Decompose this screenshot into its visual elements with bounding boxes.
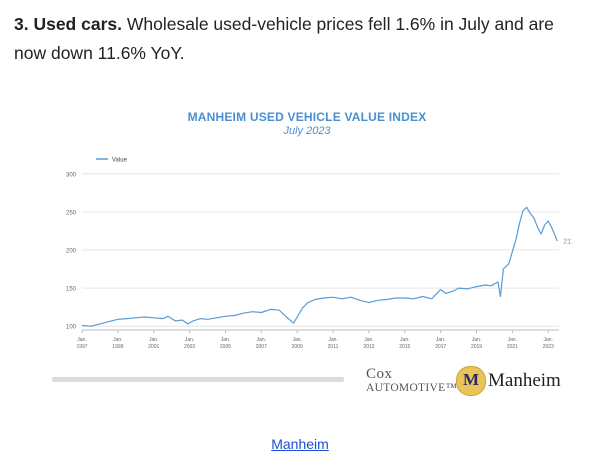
x-tick-label-year: 2015 [399,344,410,350]
cox-logo-line2: AUTOMOTIVE™ [366,382,458,394]
x-tick-label-year: 2011 [328,344,339,350]
x-tick-label-month: Jan. [185,337,194,343]
manheim-wordmark: Manheim [488,370,561,391]
y-tick-label: 100 [66,325,77,331]
chart-title: MANHEIM USED VEHICLE VALUE INDEX [187,110,427,124]
source-link[interactable]: Manheim [271,436,329,452]
chart-card: 100 150 200 250 300 Jan. 1997 Jan. 1999 Jan. 2001 J… [42,100,572,360]
cox-logo-line1: Cox [366,366,393,382]
x-tick-label-month: Jan. [221,337,230,343]
horizontal-scrollbar[interactable] [52,377,344,382]
x-tick-label-year: 1999 [112,344,123,350]
intro-paragraph: 3. Used cars. Wholesale used-vehicle pri… [14,10,589,68]
x-tick-label-year: 2009 [292,344,303,350]
x-tick-label-month: Jan. [400,337,409,343]
y-tick-label: 150 [66,287,77,293]
x-tick-label-year: 2021 [507,344,518,350]
x-tick-label-year: 2005 [220,344,231,350]
x-tick-label-year: 2019 [471,344,482,350]
manheim-badge-letter: M [462,370,480,389]
y-tick-label: 300 [66,172,77,178]
x-tick-label-month: Jan. [508,337,517,343]
cox-automotive-logo: Cox AUTOMOTIVE™ [366,366,457,400]
x-tick-label-month: Jan. [113,337,122,343]
x-tick-label-year: 2017 [435,344,446,350]
last-value-label: 211.7 [563,239,572,246]
x-tick-label-year: 2013 [363,344,374,350]
y-tick-label: 200 [66,249,77,255]
x-tick-label-month: Jan. [364,337,373,343]
x-tick-label-month: Jan. [149,337,158,343]
x-tick-label-month: Jan. [328,337,337,343]
x-tick-label-year: 2007 [256,344,267,350]
manheim-logo: M Manheim [456,366,568,398]
x-tick-label-month: Jan. [257,337,266,343]
x-tick-label-year: 2023 [543,344,554,350]
intro-body: Wholesale used-vehicle prices fell 1.6% … [14,14,554,63]
manheim-badge-icon: M [456,366,486,396]
x-tick-label-month: Jan. [292,337,301,343]
source-link-container: Manheim [0,436,600,454]
line-chart: 100150200250300Jan.1997Jan.1999Jan.2001J… [66,158,572,351]
x-tick-label-year: 1997 [76,344,87,350]
x-tick-label-year: 2001 [148,344,159,350]
x-tick-label-year: 2003 [184,344,195,350]
x-tick-label-month: Jan. [77,337,86,343]
x-tick-label-month: Jan. [472,337,481,343]
chart-subtitle: July 2023 [283,125,331,137]
legend-label: Value [112,158,128,164]
x-tick-label-month: Jan. [436,337,445,343]
x-tick-label-month: Jan. [544,337,553,343]
series-line-value [81,206,558,327]
intro-heading: 3. Used cars. [14,14,122,34]
y-tick-label: 250 [66,210,77,216]
